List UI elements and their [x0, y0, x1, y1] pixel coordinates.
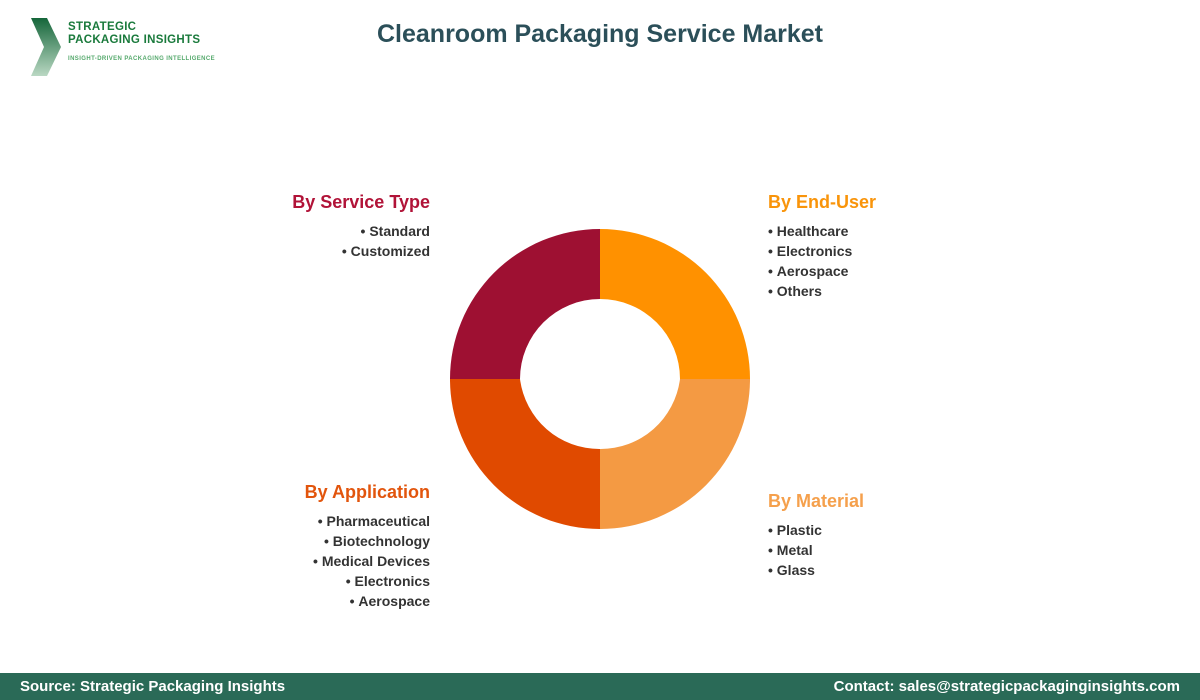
list-item: Aerospace: [768, 261, 876, 281]
group-application: By Application Pharmaceutical Biotechnol…: [305, 481, 430, 611]
page-title: Cleanroom Packaging Service Market: [376, 20, 824, 48]
list-item: Glass: [768, 560, 864, 580]
donut-segment-end-user: [600, 229, 750, 379]
list-item: Healthcare: [768, 221, 876, 241]
group-application-list: Pharmaceutical Biotechnology Medical Dev…: [305, 511, 430, 611]
logo-line2: PACKAGING INSIGHTS: [68, 34, 201, 46]
group-service-type-list: Standard Customized: [292, 221, 430, 261]
list-item: Medical Devices: [305, 551, 430, 571]
donut-segment-material: [600, 379, 750, 529]
group-service-type: By Service Type Standard Customized: [292, 191, 430, 261]
list-item: Aerospace: [305, 591, 430, 611]
group-end-user-list: Healthcare Electronics Aerospace Others: [768, 221, 876, 301]
group-material: By Material Plastic Metal Glass: [768, 490, 864, 580]
list-item: Electronics: [768, 241, 876, 261]
group-material-title: By Material: [768, 491, 865, 511]
logo-tagline: INSIGHT-DRIVEN PACKAGING INTELLIGENCE: [68, 56, 216, 62]
list-item: Plastic: [768, 520, 864, 540]
group-service-type-title: By Service Type: [292, 192, 430, 212]
donut-segment-service-type: [450, 229, 600, 379]
group-end-user-title: By End-User: [768, 192, 877, 212]
group-application-title: By Application: [304, 482, 430, 502]
logo-text: STRATEGIC PACKAGING INSIGHTS INSIGHT-DRI…: [68, 18, 215, 62]
list-item: Standard: [292, 221, 430, 241]
footer-contact: Contact: sales@strategicpackaginginsight…: [833, 678, 1180, 695]
footer-source: Source: Strategic Packaging Insights: [20, 678, 286, 695]
group-end-user: By End-User Healthcare Electronics Aeros…: [768, 191, 876, 301]
list-item: Pharmaceutical: [305, 511, 431, 531]
footer-bar: Source: Strategic Packaging Insights Con…: [0, 673, 1200, 700]
brand-logo: STRATEGIC PACKAGING INSIGHTS INSIGHT-DRI…: [31, 18, 215, 76]
list-item: Metal: [768, 540, 864, 560]
chevron-right-icon: [31, 18, 61, 76]
group-material-list: Plastic Metal Glass: [768, 520, 864, 580]
donut-segment-application: [450, 379, 600, 529]
list-item: Others: [768, 281, 876, 301]
logo-line1: STRATEGIC: [68, 21, 137, 33]
list-item: Biotechnology: [305, 531, 430, 551]
list-item: Electronics: [305, 571, 430, 591]
list-item: Customized: [292, 241, 430, 261]
donut-chart: [450, 229, 750, 529]
